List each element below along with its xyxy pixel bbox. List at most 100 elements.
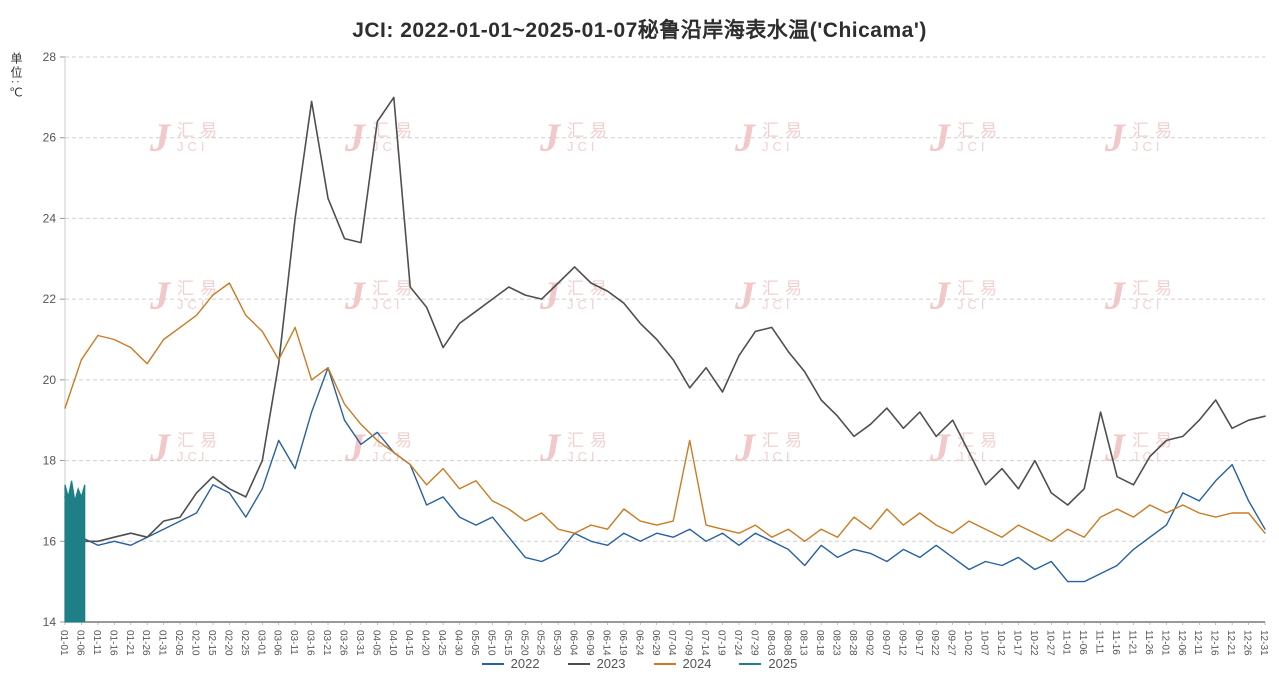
legend-label-2025: 2025	[768, 656, 798, 671]
x-axis-label: 02-25	[239, 630, 250, 656]
y-axis-tick-label: 16	[43, 534, 57, 548]
x-axis-label: 01-06	[74, 630, 85, 656]
x-axis-label: 05-05	[469, 630, 480, 656]
chart-title: JCI: 2022-01-01~2025-01-07秘鲁沿岸海表水温('Chic…	[352, 19, 927, 42]
x-axis-label: 04-20	[420, 630, 431, 656]
series-2023	[64, 96, 1266, 543]
x-axis-label: 02-20	[222, 630, 233, 656]
x-axis-label: 05-10	[485, 630, 496, 656]
x-axis-label: 03-06	[272, 630, 283, 656]
x-axis-label: 06-24	[633, 630, 644, 656]
legend-marker-2022	[481, 662, 504, 665]
x-axis-label: 06-09	[584, 630, 595, 656]
legend-marker-2024	[653, 662, 676, 665]
x-axis-label: 04-30	[453, 630, 464, 656]
x-axis-label: 05-25	[535, 630, 546, 656]
y-axis-tick-label: 14	[43, 615, 57, 629]
x-axis-label: 07-09	[683, 630, 694, 656]
x-axis-label: 08-18	[814, 630, 825, 656]
x-axis-label: 03-01	[255, 630, 266, 656]
x-axis-label: 08-08	[781, 630, 792, 656]
x-axis-label: 06-04	[568, 630, 579, 656]
x-axis-label: 05-15	[502, 630, 513, 656]
x-axis-label: 12-06	[1176, 630, 1187, 656]
x-axis-label: 08-28	[847, 630, 858, 656]
x-axis-label: 11-26	[1143, 630, 1154, 655]
y-axis-tick-label: 28	[43, 50, 57, 64]
x-axis-label: 01-21	[124, 630, 135, 656]
x-axis-label: 12-01	[1159, 630, 1170, 656]
x-axis-label: 10-07	[979, 630, 990, 656]
x-axis-label: 01-31	[157, 630, 168, 656]
x-axis-label: 04-05	[370, 630, 381, 656]
x-axis-label: 09-27	[946, 630, 957, 656]
legend-item-2022[interactable]: 2022	[481, 656, 540, 671]
x-axis-label: 07-24	[732, 630, 743, 656]
x-axis-label: 11-21	[1126, 630, 1137, 655]
legend: 2022 2023 2024 2025	[0, 656, 1279, 671]
x-axis-label: 04-15	[403, 630, 414, 656]
x-axis-label: 06-29	[650, 630, 661, 656]
y-axis-unit-label: 单位:℃	[9, 52, 23, 102]
series-2025	[64, 480, 86, 623]
legend-item-2023[interactable]: 2023	[567, 656, 626, 671]
x-axis-label: 08-13	[798, 630, 809, 656]
x-axis-label: 12-16	[1209, 630, 1220, 656]
x-axis-label: 06-19	[617, 630, 628, 656]
x-axis-label: 08-23	[831, 630, 842, 656]
x-axis-label: 11-11	[1094, 630, 1105, 655]
x-axis-label: 12-11	[1192, 630, 1203, 655]
x-axis-label: 01-11	[91, 630, 102, 655]
x-axis-label: 10-12	[995, 630, 1006, 656]
y-axis-tick-label: 18	[43, 454, 57, 468]
x-axis-label: 07-19	[716, 630, 727, 656]
x-axis-label: 12-21	[1225, 630, 1236, 656]
x-axis-label: 11-06	[1077, 630, 1088, 655]
x-axis-label: 05-30	[551, 630, 562, 656]
legend-label-2022: 2022	[510, 656, 540, 671]
x-axis-label: 10-27	[1044, 630, 1055, 656]
x-axis-label: 07-14	[699, 630, 710, 656]
x-axis-label: 08-03	[765, 630, 776, 656]
x-axis-label: 10-17	[1011, 630, 1022, 656]
x-axis-label: 03-31	[354, 630, 365, 656]
x-axis-label: 09-12	[896, 630, 907, 656]
x-axis-label: 03-21	[321, 630, 332, 656]
x-axis-label: 02-05	[173, 630, 184, 656]
y-axis-tick-label: 20	[43, 373, 57, 387]
x-axis-label: 10-02	[962, 630, 973, 656]
legend-marker-2025	[739, 662, 762, 665]
x-axis-label: 10-22	[1028, 630, 1039, 656]
x-axis-label: 02-15	[206, 630, 217, 656]
x-axis-label: 12-26	[1242, 630, 1253, 656]
x-axis-label: 11-16	[1110, 630, 1121, 655]
x-axis-label: 04-10	[387, 630, 398, 656]
x-axis-label: 07-04	[666, 630, 677, 656]
x-axis-label: 04-25	[436, 630, 447, 656]
x-axis-label: 01-16	[107, 630, 118, 656]
x-axis-label: 09-22	[929, 630, 940, 656]
x-axis-label: 07-29	[748, 630, 759, 656]
y-axis-tick-label: 26	[43, 131, 57, 145]
legend-item-2025[interactable]: 2025	[739, 656, 797, 671]
x-axis-label: 09-02	[863, 630, 874, 656]
y-axis-tick-label: 22	[43, 292, 57, 306]
y-axis-tick-label: 24	[43, 211, 57, 225]
x-axis-label: 03-11	[288, 630, 299, 655]
x-axis-label: 01-01	[58, 630, 69, 656]
x-axis-label: 11-01	[1061, 630, 1072, 655]
legend-label-2023: 2023	[596, 656, 626, 671]
x-axis-label: 03-26	[337, 630, 348, 656]
x-axis-label: 12-31	[1258, 630, 1269, 656]
x-axis-label: 05-20	[518, 630, 529, 656]
legend-label-2024: 2024	[682, 656, 712, 671]
series-2024	[64, 282, 1266, 542]
x-axis-label: 09-17	[913, 630, 924, 656]
chart-canvas: 14 16 18 20 22 24 26 28 01-01 01-06 01-11 01-16 01-2…	[43, 50, 1269, 656]
series-2022	[64, 367, 1266, 583]
x-axis-label: 03-16	[305, 630, 316, 656]
legend-item-2024[interactable]: 2024	[653, 656, 712, 671]
x-axis-label: 02-10	[190, 630, 201, 656]
x-axis-label: 09-07	[880, 630, 891, 656]
